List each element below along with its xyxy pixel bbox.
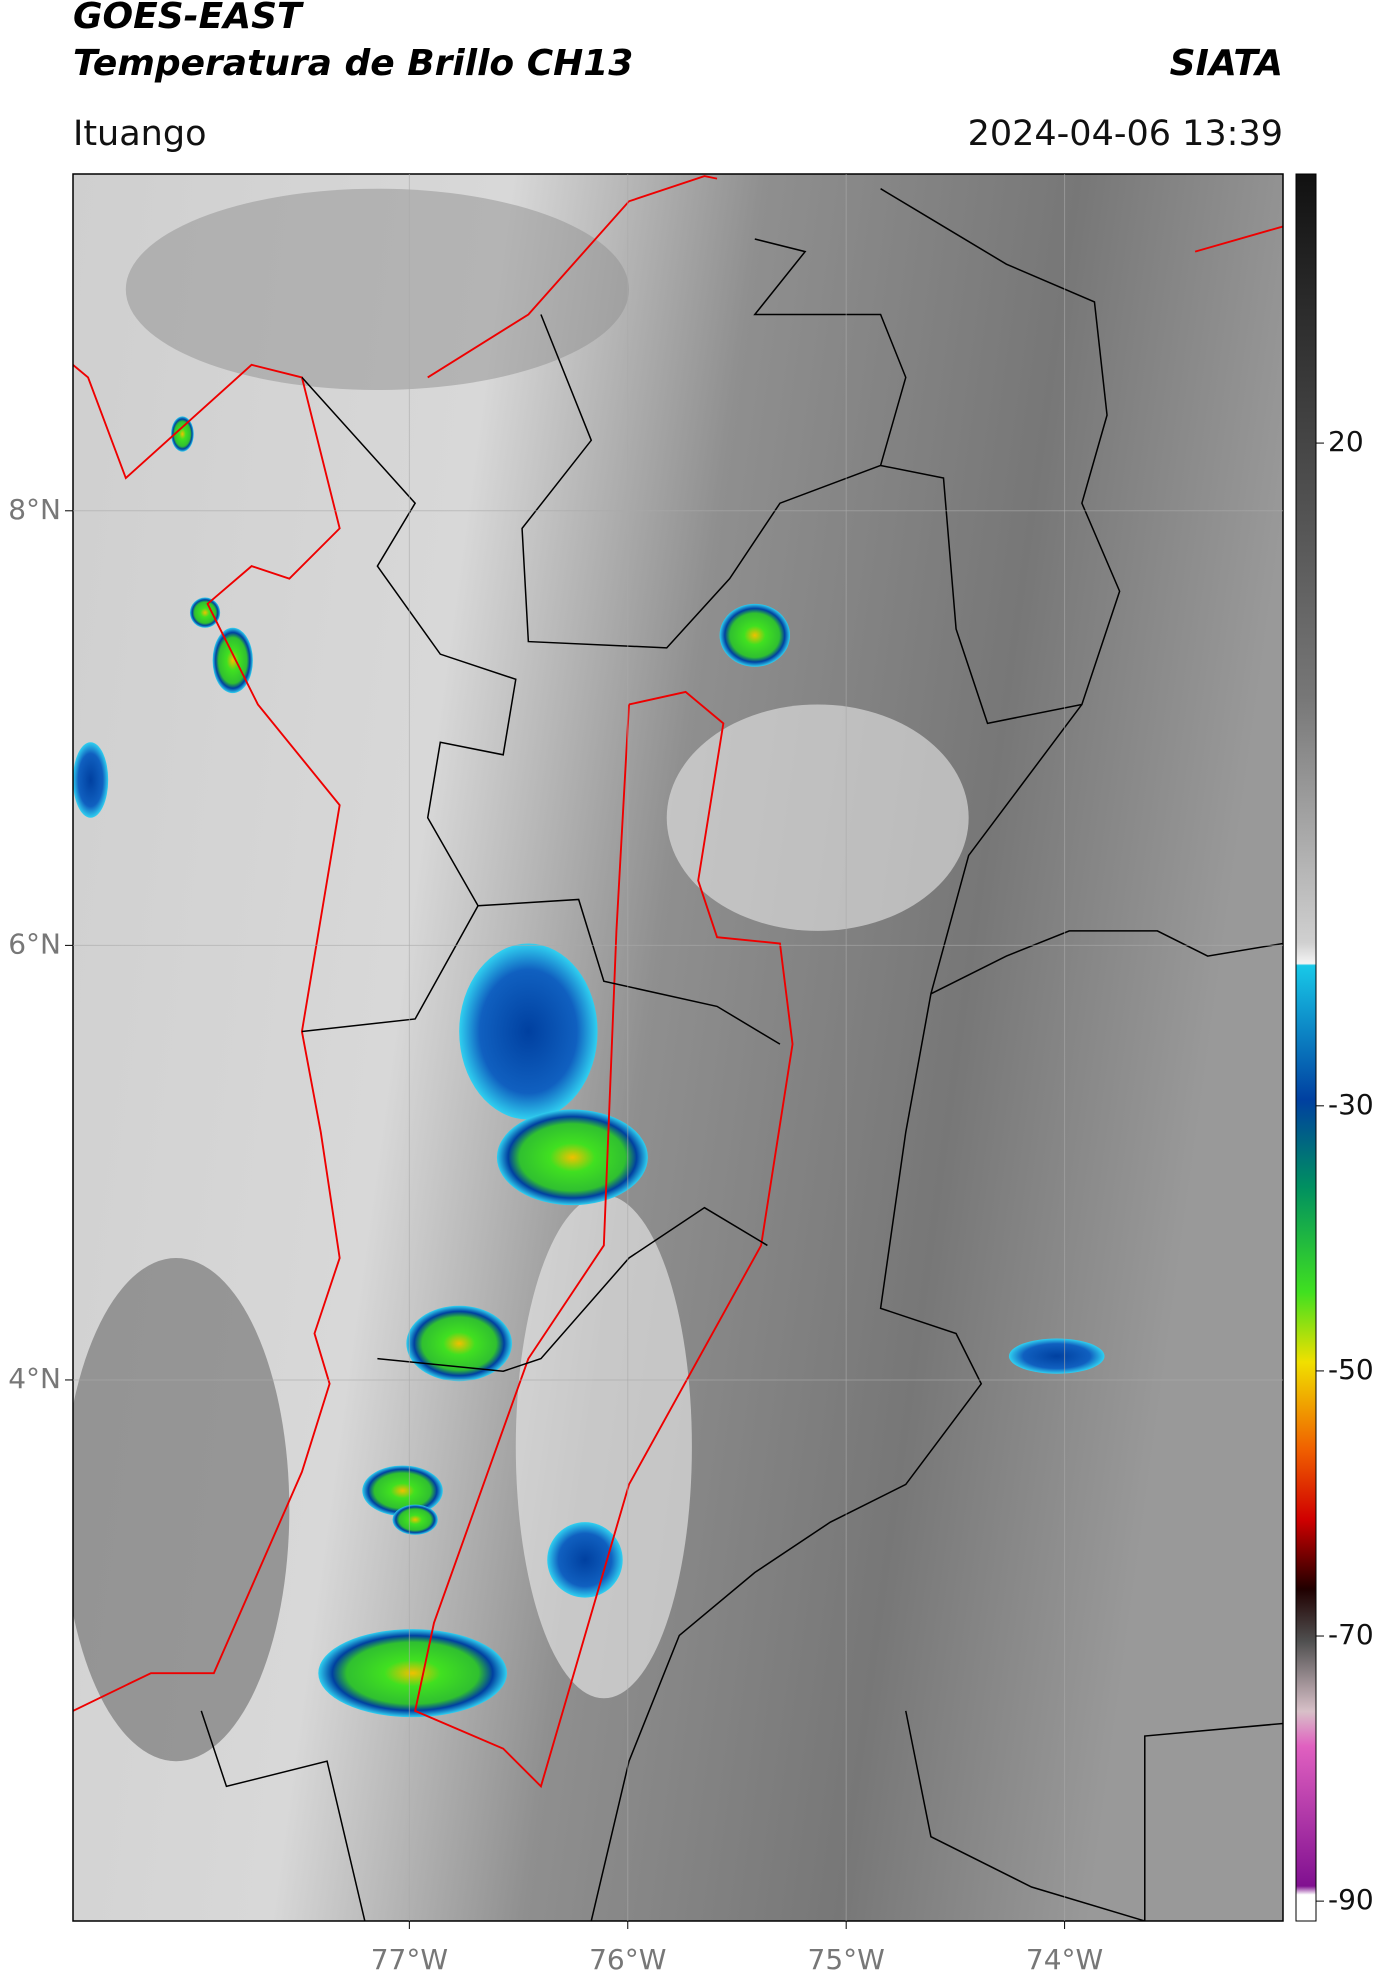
colorbar-tick-label: -50 [1328,1353,1374,1386]
x-tick-label: 74°W [1026,1943,1103,1976]
colorbar [1295,173,1317,1922]
colorbar-tick-label: 20 [1328,425,1364,458]
y-tick-label: 4°N [8,1362,61,1395]
x-tick-label: 75°W [808,1943,885,1976]
y-tick-label: 6°N [8,927,61,960]
location: Ituango [73,114,207,154]
colorbar-tick-label: -70 [1328,1618,1374,1651]
colorbar-tick-label: -30 [1328,1088,1374,1121]
colorbar-tick-label: -90 [1328,1883,1374,1916]
x-tick-label: 77°W [371,1943,448,1976]
datetime: 2024-04-06 13:39 [968,114,1283,154]
y-tick-label: 8°N [8,493,61,526]
x-tick-label: 76°W [589,1943,666,1976]
title: GOES-EAST [73,0,304,37]
map-image [73,174,1283,1921]
subtitle: Temperatura de Brillo CH13 [73,43,633,84]
source: SIATA [1170,43,1283,84]
map-frame [72,173,1284,1922]
